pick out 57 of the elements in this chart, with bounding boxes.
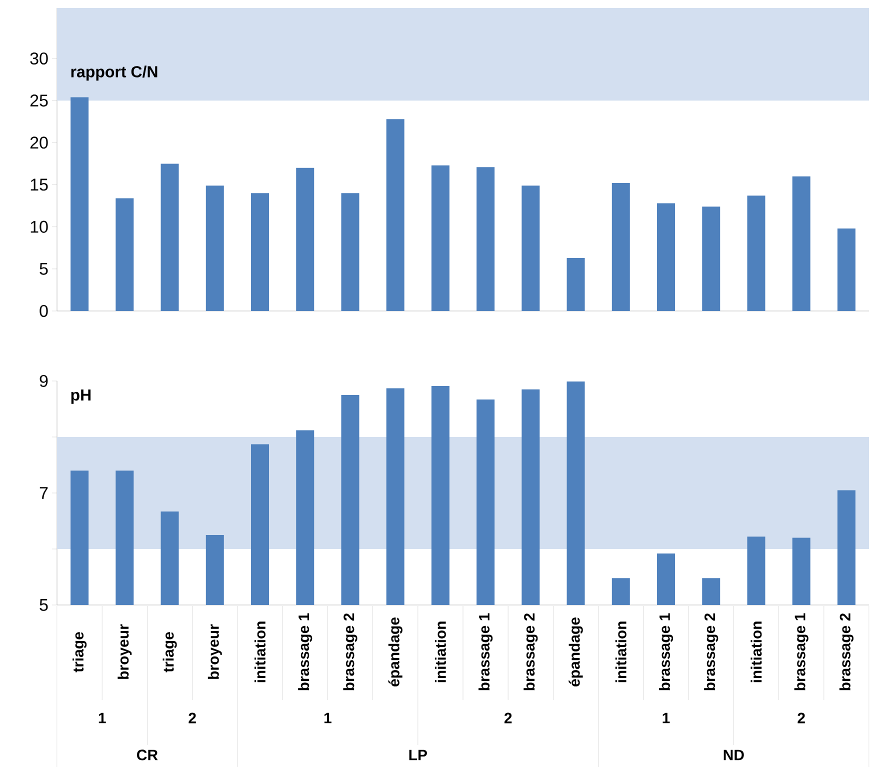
x-tick-label: brassage 1 xyxy=(658,613,674,690)
x-tick-label: épandage xyxy=(568,617,583,686)
y-tick-label: 0 xyxy=(40,304,48,318)
x-tick-label: épandage xyxy=(388,617,402,686)
text: ND xyxy=(724,750,744,760)
x-tick-label: initiation xyxy=(254,622,266,682)
x-tick-label: triage xyxy=(162,632,177,672)
x-tick-label: triage xyxy=(72,632,87,672)
bar xyxy=(566,258,585,311)
bar xyxy=(206,186,224,311)
chart-title: pH xyxy=(71,390,91,404)
y-tick-label: 9 xyxy=(40,374,48,388)
bar xyxy=(657,203,676,311)
bar xyxy=(341,193,360,311)
x-tick-label: initiation xyxy=(434,622,446,682)
bar xyxy=(160,164,179,311)
text: 1 xyxy=(662,712,670,724)
x-tick-label: broyeur xyxy=(208,624,222,679)
text: rapport C/N xyxy=(71,66,158,81)
bar xyxy=(251,193,270,311)
x-tick-label: initiation xyxy=(615,622,626,682)
bar xyxy=(792,176,810,311)
y-tick-label: 15 xyxy=(30,178,48,191)
text: CR xyxy=(137,750,158,760)
x-tick-label: brassage 2 xyxy=(839,613,854,690)
y-tick-label: 7 xyxy=(40,487,48,499)
x-tick-label: initiation xyxy=(750,622,762,682)
y-tick-label: 5 xyxy=(40,262,48,275)
x-tick-label: brassage 2 xyxy=(704,613,718,690)
bar xyxy=(116,198,134,311)
text: 1 xyxy=(324,712,332,724)
x-tick-label: brassage 1 xyxy=(298,613,312,690)
y-tick-label: 30 xyxy=(30,52,48,65)
x-tick-label: brassage 1 xyxy=(794,613,808,690)
bar xyxy=(70,97,89,311)
x-tick-label: brassage 2 xyxy=(343,613,358,690)
bar xyxy=(702,206,720,311)
x-tick-label: brassage 1 xyxy=(478,613,493,690)
text: 2 xyxy=(188,712,196,724)
x-tick-label: brassage 2 xyxy=(524,613,538,690)
bar xyxy=(522,186,540,311)
text: 2 xyxy=(798,712,805,724)
text: LP xyxy=(409,750,427,760)
text: 2 xyxy=(504,712,512,724)
bar xyxy=(612,183,630,311)
bar xyxy=(386,119,404,311)
bar xyxy=(837,228,856,311)
y-tick-label: 5 xyxy=(40,599,48,611)
x-tick-label: broyeur xyxy=(118,624,132,679)
text: 1 xyxy=(98,712,106,724)
bar xyxy=(476,167,495,311)
bar xyxy=(747,196,766,311)
bar xyxy=(431,165,450,311)
y-tick-label: 25 xyxy=(30,94,48,107)
y-tick-label: 20 xyxy=(30,136,48,149)
bar xyxy=(296,168,314,311)
y-tick-label: 10 xyxy=(30,220,48,233)
